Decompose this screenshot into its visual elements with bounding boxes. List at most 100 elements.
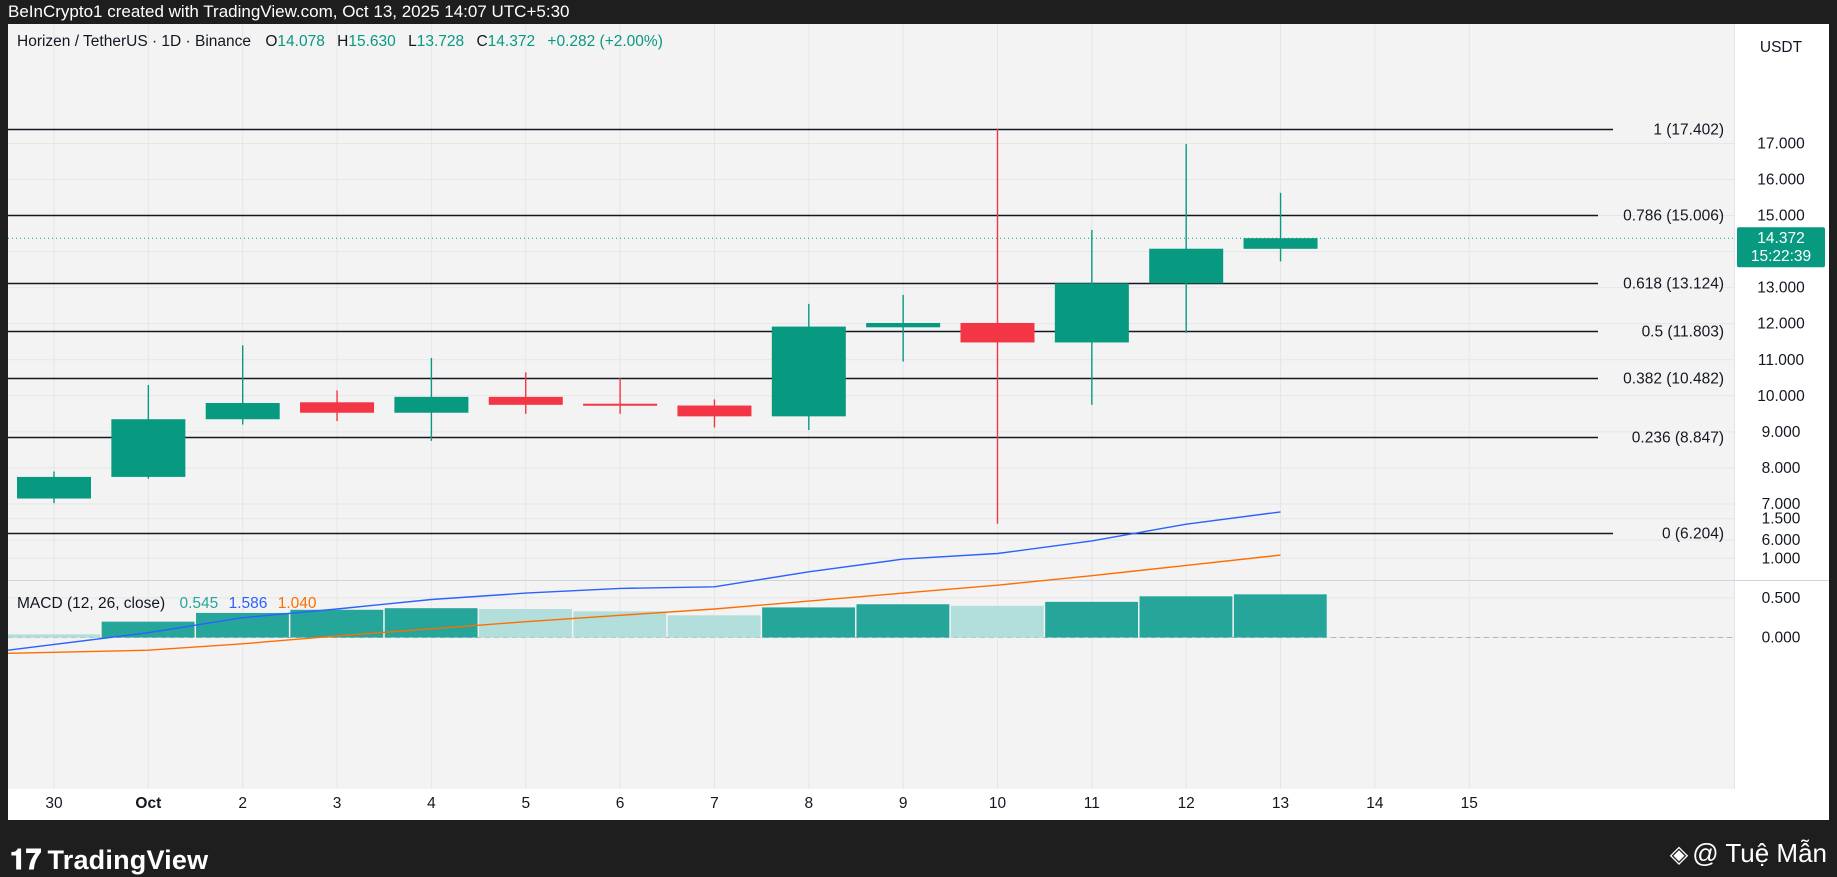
fib-level-label: 0.786 (15.006) bbox=[1623, 208, 1724, 225]
macd-signal-line bbox=[8, 554, 1281, 654]
change-value: +0.282 (+2.00%) bbox=[547, 33, 662, 50]
macd-histogram-bar[interactable] bbox=[479, 608, 572, 638]
fib-level-label: 0.382 (10.482) bbox=[1623, 371, 1724, 388]
time-tick-label: 10 bbox=[989, 795, 1007, 812]
macd-lines bbox=[8, 511, 1281, 654]
svg-text:MACD (12, 26, close) 0.5: MACD (12, 26, close) 0.545 1.586 1.040 bbox=[17, 595, 317, 612]
top-caption: BeInCrypto1 created with TradingView.com… bbox=[0, 0, 1837, 24]
time-tick-label: 12 bbox=[1178, 795, 1195, 812]
candle-body[interactable] bbox=[1243, 238, 1318, 249]
price-pane[interactable] bbox=[8, 24, 1734, 580]
current-price-label: 14.372 bbox=[1757, 230, 1804, 247]
svg-text:Horizen / TetherUS · 1D · Bina: Horizen / TetherUS · 1D · Binance O14.07… bbox=[17, 33, 663, 50]
candle-body[interactable] bbox=[1149, 248, 1224, 284]
candle-body[interactable] bbox=[300, 402, 375, 413]
close-value: 14.372 bbox=[488, 33, 535, 50]
time-tick-label: 30 bbox=[45, 795, 63, 812]
time-tick-label: 14 bbox=[1366, 795, 1384, 812]
fib-level-label: 0.236 (8.847) bbox=[1632, 430, 1724, 447]
fib-level-label: 0.5 (11.803) bbox=[1642, 324, 1724, 341]
macd-tick-label: 0.500 bbox=[1762, 590, 1801, 607]
macd-histogram-bar[interactable] bbox=[384, 608, 478, 638]
candle-body[interactable] bbox=[17, 476, 91, 499]
price-tick-label: 17.000 bbox=[1757, 135, 1805, 152]
high-label: H bbox=[337, 33, 348, 50]
low-value: 13.728 bbox=[417, 33, 464, 50]
time-tick-label: 4 bbox=[427, 795, 436, 812]
time-tick-label: 7 bbox=[710, 795, 719, 812]
candle-body[interactable] bbox=[866, 322, 941, 328]
macd-histogram-bar[interactable] bbox=[101, 621, 195, 638]
macd-histogram-bar[interactable] bbox=[950, 605, 1044, 638]
macd-histogram-bar[interactable] bbox=[856, 604, 950, 638]
author-watermark: ◈ @ Tuệ Mẫn bbox=[1670, 838, 1827, 869]
macd-histogram bbox=[8, 594, 1327, 638]
chart-frame[interactable]: 1 (17.402) 0.786 (15.006) 0.618 (13.124) 0.… bbox=[8, 24, 1829, 820]
macd-tick-label: 0.000 bbox=[1762, 630, 1801, 647]
price-tick-label: 7.000 bbox=[1762, 496, 1801, 513]
macd-histogram-bar[interactable] bbox=[196, 612, 289, 638]
candle-body[interactable] bbox=[677, 405, 752, 417]
tradingview-mark-icon: 𝟏𝟕 bbox=[10, 844, 42, 875]
candle-body[interactable] bbox=[960, 322, 1035, 343]
time-tick-label: 8 bbox=[804, 795, 813, 812]
price-tick-label: 15.000 bbox=[1757, 208, 1805, 225]
time-tick-label: 13 bbox=[1272, 795, 1289, 812]
time-tick-label: Oct bbox=[135, 795, 161, 812]
price-unit-label: USDT bbox=[1760, 39, 1803, 56]
macd-line bbox=[8, 511, 1281, 651]
time-tick-label: 11 bbox=[1084, 795, 1100, 812]
macd-tick-label: 1.000 bbox=[1762, 550, 1801, 567]
candle-body[interactable] bbox=[1054, 283, 1129, 343]
price-tick-label: 11.000 bbox=[1758, 352, 1805, 369]
macd-line-value: 1.586 bbox=[229, 595, 268, 612]
time-tick-label: 5 bbox=[521, 795, 530, 812]
macd-signal-value: 1.040 bbox=[278, 595, 317, 612]
macd-tick-label: 1.500 bbox=[1762, 511, 1801, 528]
open-value: 14.078 bbox=[277, 33, 324, 50]
time-tick-label: 3 bbox=[333, 795, 342, 812]
candle-body[interactable] bbox=[394, 396, 469, 413]
time-tick-label: 6 bbox=[616, 795, 625, 812]
macd-histogram-bar[interactable] bbox=[1233, 594, 1327, 638]
price-tick-label: 13.000 bbox=[1757, 280, 1805, 297]
current-price-marker: 14.372 15:22:39 bbox=[1737, 227, 1825, 268]
fib-level-label: 1 (17.402) bbox=[1653, 122, 1724, 139]
fib-level-label: 0 (6.204) bbox=[1662, 526, 1724, 543]
diamond-logo-icon: ◈ bbox=[1669, 841, 1689, 868]
candlesticks bbox=[17, 129, 1318, 524]
price-tick-label: 12.000 bbox=[1757, 316, 1805, 333]
price-tick-label: 16.000 bbox=[1757, 172, 1805, 189]
price-tick-label: 9.000 bbox=[1762, 424, 1801, 441]
macd-histogram-bar[interactable] bbox=[1045, 601, 1139, 638]
bar-countdown-label: 15:22:39 bbox=[1751, 248, 1811, 265]
price-tick-label: 8.000 bbox=[1762, 460, 1801, 477]
created-with-label: BeInCrypto1 created with TradingView.com… bbox=[8, 2, 570, 21]
price-tick-label: 10.000 bbox=[1757, 388, 1805, 405]
candle-body[interactable] bbox=[111, 419, 186, 477]
time-tick-label: 15 bbox=[1461, 795, 1478, 812]
bottom-bar: 𝟏𝟕 TradingView ◈ @ Tuệ Mẫn bbox=[0, 820, 1837, 876]
low-label: L bbox=[408, 33, 417, 50]
fib-level-label: 0.618 (13.124) bbox=[1623, 276, 1724, 293]
macd-histogram-value: 0.545 bbox=[179, 595, 218, 612]
symbol-title: Horizen / TetherUS · 1D · Binance bbox=[17, 33, 251, 50]
author-handle: @ Tuệ Mẫn bbox=[1692, 838, 1827, 868]
high-value: 15.630 bbox=[348, 33, 396, 50]
candle-body[interactable] bbox=[205, 403, 280, 420]
macd-histogram-bar[interactable] bbox=[290, 609, 384, 638]
macd-histogram-bar[interactable] bbox=[762, 607, 855, 638]
time-tick-label: 9 bbox=[899, 795, 908, 812]
candle-body[interactable] bbox=[583, 403, 658, 406]
tradingview-logo[interactable]: 𝟏𝟕 TradingView bbox=[10, 844, 208, 877]
macd-histogram-bar[interactable] bbox=[1139, 596, 1233, 638]
open-label: O bbox=[265, 33, 277, 50]
macd-histogram-bar[interactable] bbox=[8, 634, 101, 638]
candle-body[interactable] bbox=[771, 326, 846, 417]
candle-body[interactable] bbox=[488, 396, 563, 405]
price-tick-label: 6.000 bbox=[1762, 532, 1801, 549]
macd-histogram-bar[interactable] bbox=[667, 615, 761, 638]
chart-canvas[interactable]: 1 (17.402) 0.786 (15.006) 0.618 (13.124) 0.… bbox=[8, 24, 1829, 820]
macd-indicator-name: MACD (12, 26, close) bbox=[17, 595, 165, 612]
tradingview-brand-text: TradingView bbox=[47, 845, 209, 875]
